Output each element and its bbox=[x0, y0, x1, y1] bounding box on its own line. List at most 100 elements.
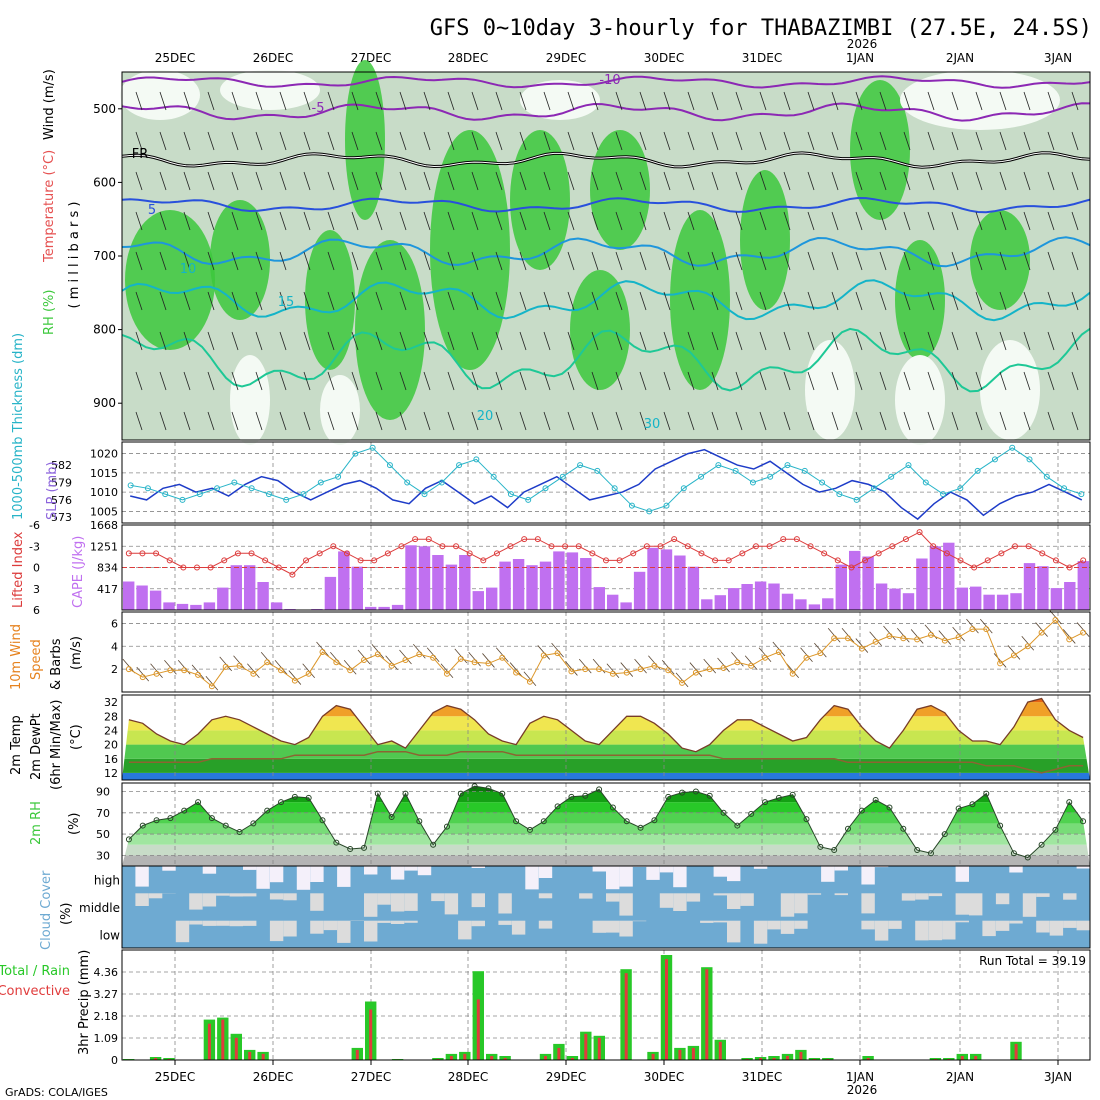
wind-barb bbox=[615, 331, 623, 351]
lifted-index-line-point bbox=[821, 550, 828, 557]
wind-barb bbox=[807, 251, 815, 271]
wind-barb bbox=[999, 91, 1007, 111]
wind-barb bbox=[687, 291, 695, 311]
wind-barb bbox=[855, 331, 863, 351]
lifted-index-line-point bbox=[521, 536, 528, 543]
rh2m-line-point bbox=[278, 799, 285, 806]
wind-barb bbox=[711, 411, 719, 431]
wind-barb bbox=[951, 251, 959, 271]
cape-bar bbox=[1050, 588, 1063, 610]
cape-bar bbox=[620, 602, 632, 610]
minmax-axis-label: (6hr Min/Max) bbox=[49, 700, 64, 790]
wind-barb bbox=[303, 211, 311, 231]
wind-speed-line-point bbox=[914, 636, 921, 643]
wind-barb bbox=[399, 131, 407, 151]
cloud-gap bbox=[955, 920, 969, 923]
wind-barb bbox=[687, 171, 695, 191]
wind-speed-line-point bbox=[886, 633, 893, 639]
wind-barb bbox=[519, 291, 527, 311]
cloud-gap bbox=[686, 893, 701, 902]
rh2m-line-point bbox=[789, 791, 796, 798]
cape-bar bbox=[660, 549, 673, 610]
wind-barb bbox=[255, 371, 263, 391]
wind-barb bbox=[903, 131, 911, 151]
lifted-index-line-point bbox=[153, 550, 160, 557]
rh2m-line-point bbox=[1052, 826, 1059, 833]
lifted-index-line-point bbox=[371, 557, 378, 564]
cloud-gap bbox=[310, 866, 324, 882]
wind-barb bbox=[135, 371, 143, 391]
wind-barb bbox=[639, 91, 647, 111]
lifted-index-line-point bbox=[766, 543, 773, 550]
lifted-index-line-point bbox=[1012, 543, 1019, 550]
wind-barb bbox=[759, 331, 767, 351]
wind-barb bbox=[975, 211, 983, 231]
wind-barb bbox=[423, 131, 431, 151]
precip-convective-bar bbox=[624, 973, 628, 1060]
thickness-line-point bbox=[456, 462, 463, 469]
thickness-line-point bbox=[680, 485, 687, 492]
cape-bar bbox=[405, 545, 417, 610]
date-label-bottom: 29DEC bbox=[546, 1070, 586, 1084]
cloud-gap bbox=[377, 893, 391, 905]
cape-tick: 1251 bbox=[90, 540, 118, 553]
slp-axis-label: SLP (mb) bbox=[45, 461, 60, 520]
cape-bar bbox=[149, 590, 162, 610]
wind-speed-line-point bbox=[208, 683, 215, 690]
wind-speed-line-point bbox=[665, 667, 672, 674]
wind-barb bbox=[183, 331, 191, 351]
cape-bar bbox=[163, 602, 175, 610]
thickness-line-point bbox=[1009, 444, 1016, 451]
wind-barb bbox=[591, 331, 599, 351]
lifted-index-line-point bbox=[630, 550, 637, 557]
lifted-index-line-point bbox=[534, 536, 541, 543]
rh2m-line-point bbox=[831, 847, 838, 854]
cloud-row-label: low bbox=[100, 928, 121, 942]
cloud-units-label: (%) bbox=[59, 903, 74, 926]
wind-axis-label: Wind (m/s) bbox=[42, 69, 57, 140]
wind-speed-line-point bbox=[471, 659, 478, 666]
precip-convective-bar bbox=[248, 1051, 252, 1060]
wind-barb bbox=[951, 211, 959, 231]
wind-barb bbox=[831, 331, 839, 351]
panel-frame bbox=[121, 949, 1091, 1061]
wind-barb bbox=[879, 291, 887, 311]
wind-speed-line-point bbox=[319, 649, 326, 655]
cloud-gap bbox=[606, 920, 620, 933]
wind-barb bbox=[951, 411, 959, 431]
rh2m-line-point bbox=[430, 841, 437, 848]
wind-barb bbox=[231, 211, 239, 231]
rh2m-line-point bbox=[416, 818, 423, 825]
wind-barb bbox=[495, 91, 503, 111]
cape-bar bbox=[889, 588, 901, 610]
wind-barb bbox=[471, 131, 479, 151]
wind-barb bbox=[567, 411, 575, 431]
wind-barb bbox=[831, 411, 839, 431]
rh2m-line-point bbox=[927, 850, 934, 857]
wind-barb bbox=[1047, 131, 1055, 151]
rh2m-line-point bbox=[706, 792, 713, 799]
wind-barb bbox=[327, 251, 335, 271]
thickness-line-point bbox=[784, 462, 791, 469]
wind-barb bbox=[471, 91, 479, 111]
wind-barb bbox=[471, 211, 479, 231]
wind-barb bbox=[135, 411, 143, 431]
wind-barb bbox=[303, 331, 311, 351]
lifted-index-line-point bbox=[616, 557, 623, 564]
date-label-bottom: 26DEC bbox=[253, 1070, 293, 1084]
cloud-gap bbox=[404, 920, 418, 923]
lifted-index-line-point bbox=[303, 557, 310, 564]
rh-tick: 50 bbox=[96, 828, 110, 841]
cloud-gap bbox=[135, 866, 149, 887]
rh2m-line-point bbox=[679, 789, 686, 796]
cape-bar bbox=[902, 593, 915, 610]
rh-dry-region bbox=[900, 70, 1060, 130]
wind-barb bbox=[711, 91, 719, 111]
wind-barb bbox=[327, 411, 335, 431]
wind-speed-line-point bbox=[706, 666, 713, 673]
date-label-top: 1JAN bbox=[846, 51, 874, 65]
lifted-index-line-point bbox=[684, 543, 691, 550]
wind-barb bbox=[519, 171, 527, 191]
cloud-gap bbox=[538, 866, 553, 878]
rh2m-line-point bbox=[609, 804, 616, 811]
